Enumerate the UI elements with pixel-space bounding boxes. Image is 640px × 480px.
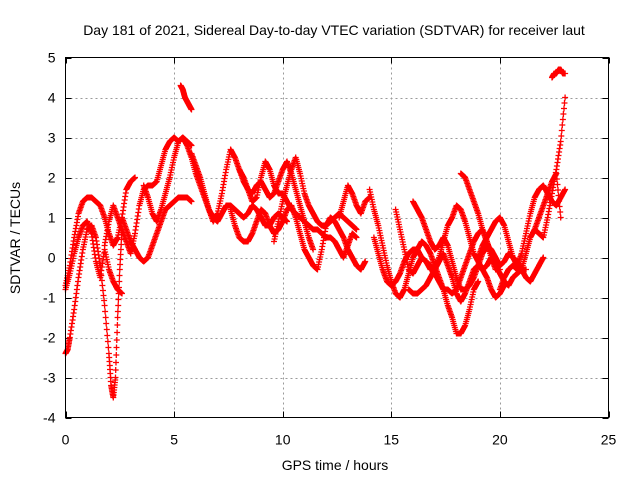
series-arc-16 — [405, 202, 529, 297]
y-tick-label: 0 — [48, 250, 56, 266]
plot-frame — [65, 57, 609, 418]
axis-ticks — [65, 57, 610, 419]
data-point-markers — [236, 158, 360, 261]
x-tick-label: 10 — [275, 432, 291, 448]
y-tick-label: -4 — [43, 410, 56, 426]
series-arc-22 — [549, 66, 569, 81]
x-tick-label: 0 — [62, 432, 70, 448]
data-point-markers — [405, 202, 529, 297]
y-tick-label: 4 — [48, 90, 56, 106]
y-tick-label: 3 — [48, 130, 56, 146]
data-series — [62, 66, 569, 401]
data-point-markers — [119, 194, 195, 265]
y-tick-label: 1 — [48, 210, 56, 226]
data-point-markers — [531, 170, 564, 233]
data-point-markers — [177, 82, 195, 113]
x-axis-label: GPS time / hours — [282, 457, 389, 473]
y-tick-label: -3 — [43, 370, 56, 386]
data-point-markers — [549, 66, 569, 81]
y-tick-label: 2 — [48, 170, 56, 186]
series-arc-10 — [236, 158, 360, 261]
x-tick-label: 20 — [492, 432, 508, 448]
y-axis-label: SDTVAR / TECUs — [7, 182, 23, 294]
series-arc-5 — [119, 194, 195, 265]
series-arc-21 — [531, 170, 564, 233]
x-tick-label: 15 — [384, 432, 400, 448]
y-tick-label: -1 — [43, 290, 56, 306]
x-tick-label: 5 — [170, 432, 178, 448]
data-point-markers — [336, 182, 373, 221]
tick-labels: 0 5 10 15 20 25 -4 -3 -2 -1 0 1 2 3 4 5 — [43, 50, 616, 448]
x-tick-label: 25 — [601, 432, 617, 448]
series-arc-20 — [496, 94, 569, 293]
grid-lines — [65, 57, 609, 418]
series-arc-7 — [177, 82, 195, 113]
y-tick-label: -2 — [43, 330, 56, 346]
series-arc-12 — [336, 182, 373, 221]
y-tick-label: 5 — [48, 50, 56, 66]
data-point-markers — [496, 94, 569, 293]
chart-title: Day 181 of 2021, Sidereal Day-to-day VTE… — [83, 22, 585, 38]
